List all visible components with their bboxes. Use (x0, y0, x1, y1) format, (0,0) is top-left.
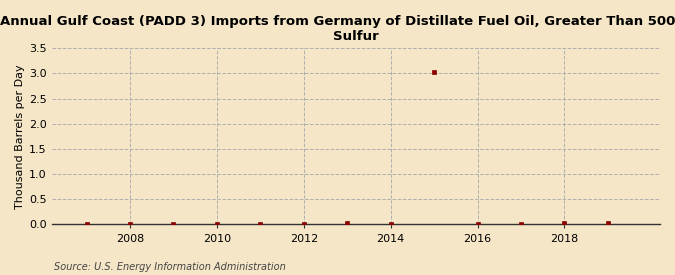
Text: Source: U.S. Energy Information Administration: Source: U.S. Energy Information Administ… (54, 262, 286, 272)
Y-axis label: Thousand Barrels per Day: Thousand Barrels per Day (15, 64, 25, 209)
Title: Annual Gulf Coast (PADD 3) Imports from Germany of Distillate Fuel Oil, Greater : Annual Gulf Coast (PADD 3) Imports from … (0, 15, 675, 43)
